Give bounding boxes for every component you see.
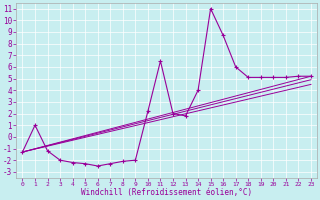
X-axis label: Windchill (Refroidissement éolien,°C): Windchill (Refroidissement éolien,°C) xyxy=(81,188,252,197)
